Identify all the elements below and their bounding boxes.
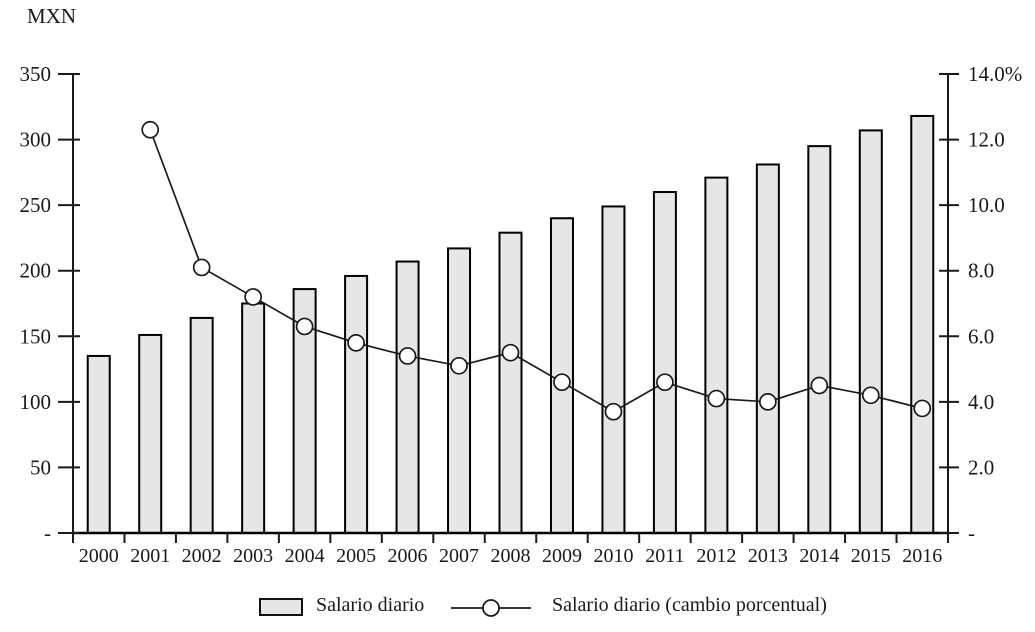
line-series-marker [244, 288, 262, 306]
x-axis-category-label: 2001 [130, 545, 170, 567]
x-axis-category-label: 2009 [542, 545, 582, 567]
line-series-marker [501, 343, 520, 362]
line-series-marker [759, 393, 777, 411]
line-series-marker [604, 402, 623, 421]
bar [858, 129, 883, 535]
left-axis-tick-label: - [44, 521, 51, 545]
line-series-marker [347, 333, 365, 352]
x-axis-category-label: 2012 [696, 545, 736, 567]
bar [498, 231, 523, 534]
left-axis-tick-label: 100 [20, 390, 52, 414]
bar [601, 205, 626, 534]
x-axis-category-label: 2016 [902, 545, 942, 567]
bar [138, 333, 163, 534]
left-axis-tick-label: 150 [20, 324, 52, 348]
left-axis-tick-label: 200 [20, 259, 52, 283]
bar [652, 191, 677, 534]
right-axis-tick-label: 2.0 [968, 455, 994, 479]
right-axis-tick-label: - [968, 521, 975, 545]
line-series-marker [398, 347, 417, 365]
line-series-marker [553, 373, 571, 392]
x-axis-category-label: 2007 [439, 545, 479, 567]
x-axis-category-label: 2011 [645, 545, 684, 567]
bar [86, 354, 111, 535]
bar [189, 316, 214, 534]
bar [704, 176, 729, 535]
line-series-marker [295, 317, 314, 336]
right-axis-tick-label: 6.0 [968, 324, 994, 348]
left-axis-tick-label: 250 [20, 193, 52, 217]
x-axis-category-label: 2014 [799, 545, 839, 567]
x-axis-category-label: 2006 [388, 545, 428, 567]
right-axis-tick-label: 12.0 [968, 128, 1005, 152]
line-series-path [149, 129, 923, 413]
line-series-marker [707, 389, 726, 408]
bar [910, 114, 935, 534]
line-series-marker [810, 376, 829, 395]
x-axis-category-label: 2015 [851, 545, 891, 567]
x-axis-category-label: 2013 [748, 545, 788, 567]
bar [241, 302, 266, 534]
x-axis-category-label: 2003 [233, 545, 273, 567]
bar [447, 247, 472, 534]
bar [395, 260, 420, 534]
x-axis-category-label: 2010 [593, 545, 633, 567]
line-series-marker [656, 373, 674, 392]
x-axis-category-label: 2005 [336, 545, 376, 567]
line-series-marker [141, 120, 160, 139]
left-axis-tick-label: 300 [20, 128, 52, 152]
line-series-marker [192, 258, 211, 277]
right-axis-tick-label: 14.0% [968, 62, 1022, 86]
right-axis-tick-label: 10.0 [968, 193, 1005, 217]
x-axis-category-label: 2008 [491, 545, 531, 567]
bar [755, 163, 780, 534]
line-series-marker [913, 399, 932, 418]
x-axis-category-label: 2000 [79, 545, 119, 567]
left-axis-tick-label: 50 [30, 455, 51, 479]
left-axis-tick-label: 350 [20, 62, 52, 86]
line-series-marker [861, 386, 880, 405]
bar [344, 274, 369, 534]
right-axis-tick-label: 8.0 [968, 259, 994, 283]
left-axis-unit-label: MXN [27, 4, 77, 28]
x-axis-category-label: 2002 [182, 545, 222, 567]
bar [807, 145, 832, 534]
line-series-marker [450, 356, 468, 375]
right-axis-tick-label: 4.0 [968, 390, 994, 414]
x-axis-category-label: 2004 [285, 545, 325, 567]
